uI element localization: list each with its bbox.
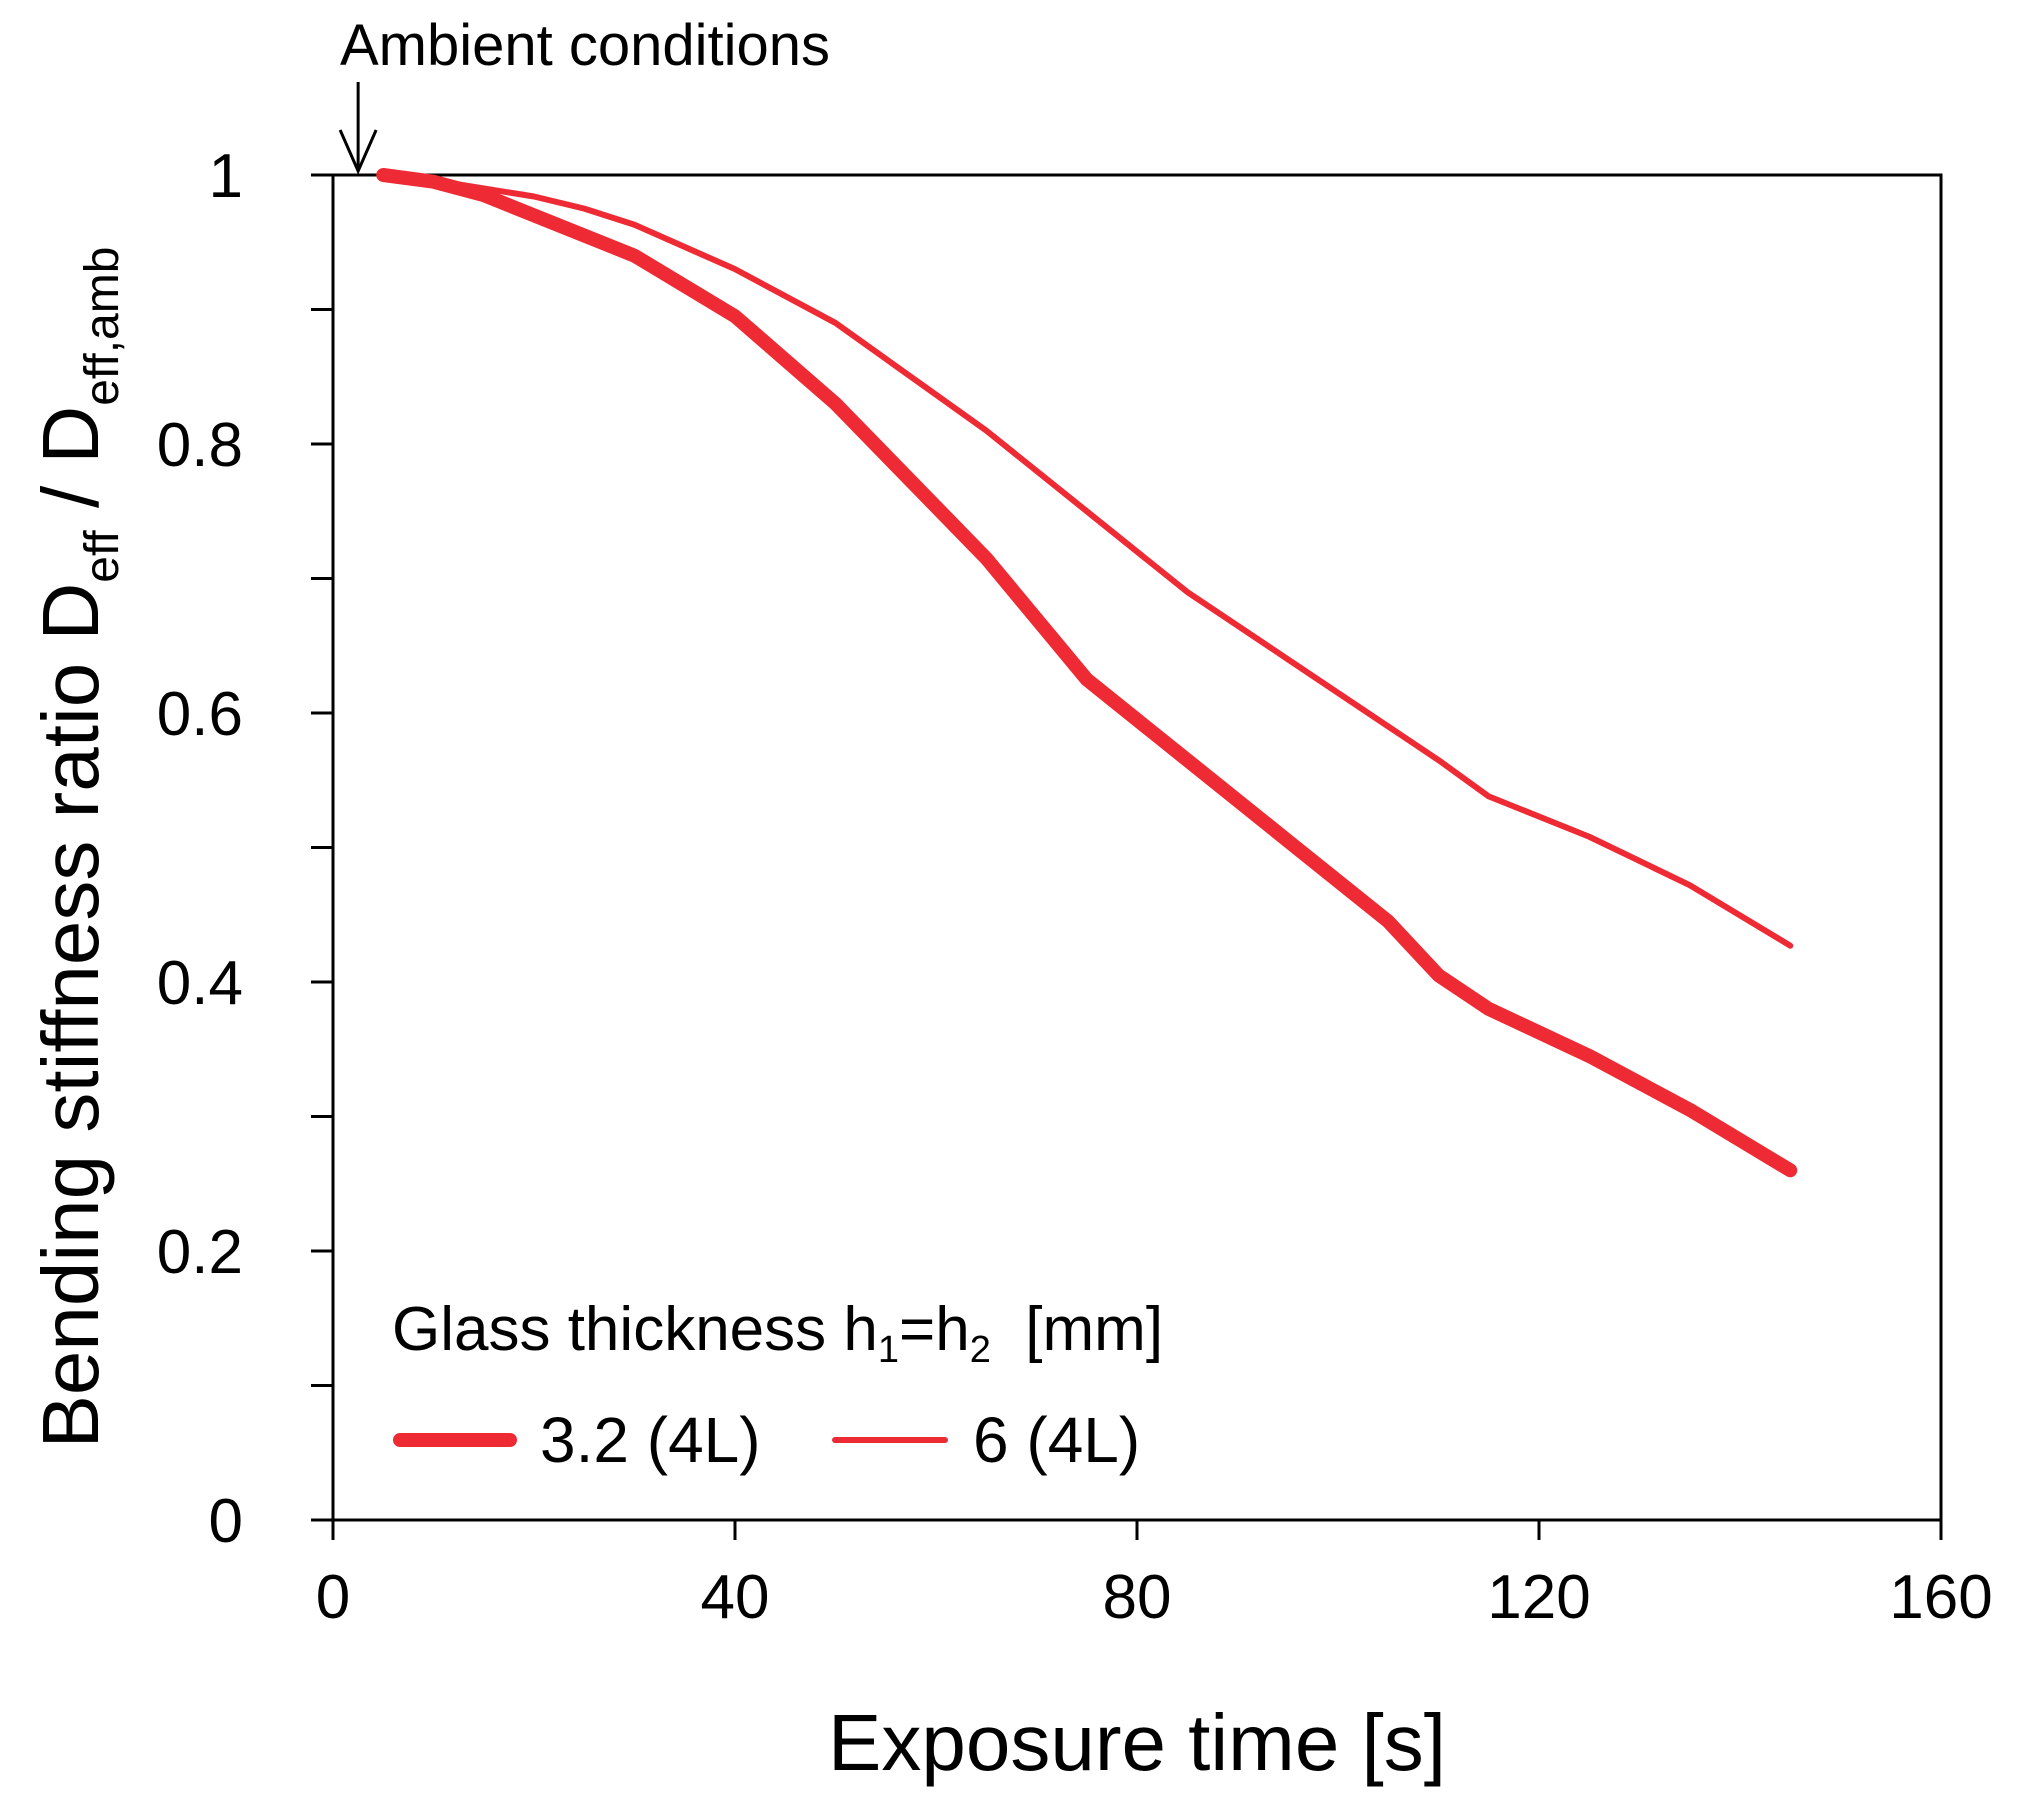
legend-title-sub2: 2 <box>970 1329 991 1371</box>
y-axis-title-sub2: eff,amb <box>76 247 129 406</box>
y-tick-label-0.4: 0.4 <box>157 949 243 1018</box>
y-axis-title-prefix: Bending stiffness ratio D <box>26 583 115 1449</box>
y-tick-label-0.2: 0.2 <box>157 1218 243 1287</box>
legend-title-sub1: 1 <box>878 1329 899 1371</box>
x-tick-label-0: 0 <box>316 1563 350 1632</box>
y-tick-labels: 0 0.2 0.4 0.6 0.8 1 <box>157 142 243 1556</box>
x-tick-labels: 0 40 80 120 160 <box>316 1563 1993 1632</box>
y-tick-label-0.8: 0.8 <box>157 411 243 480</box>
y-axis-title-middle: / D <box>26 406 115 530</box>
legend-title-mid: =h <box>899 1295 970 1364</box>
x-tick-label-120: 120 <box>1487 1563 1590 1632</box>
legend: Glass thickness h1=h2 [mm] 3.2 (4L) 6 (4… <box>392 1295 1163 1476</box>
legend-title-suffix: [mm] <box>991 1295 1163 1364</box>
x-tick-label-80: 80 <box>1103 1563 1172 1632</box>
series-line-thick <box>376 168 1798 1178</box>
ambient-conditions-annotation: Ambient conditions <box>340 13 830 78</box>
legend-label-thin: 6 (4L) <box>973 1404 1140 1476</box>
x-tick-label-160: 160 <box>1889 1563 1992 1632</box>
legend-title: Glass thickness h1=h2 [mm] <box>392 1295 1163 1371</box>
series-lines <box>376 168 1798 1178</box>
legend-title-prefix: Glass thickness h <box>392 1295 878 1364</box>
y-axis-title-sub1: eff <box>76 530 129 583</box>
y-tick-label-1: 1 <box>209 142 243 211</box>
x-tick-label-40: 40 <box>701 1563 770 1632</box>
ambient-arrow-head <box>338 129 378 175</box>
axis-ticks <box>311 173 1943 1540</box>
series-line-thin <box>380 172 1794 949</box>
y-axis-title: Bending stiffness ratio Deff / Deff,amb <box>26 247 129 1449</box>
x-axis-title: Exposure time [s] <box>828 1698 1446 1787</box>
y-tick-label-0.6: 0.6 <box>157 680 243 749</box>
y-tick-label-0: 0 <box>209 1487 243 1556</box>
legend-label-thick: 3.2 (4L) <box>540 1404 761 1476</box>
